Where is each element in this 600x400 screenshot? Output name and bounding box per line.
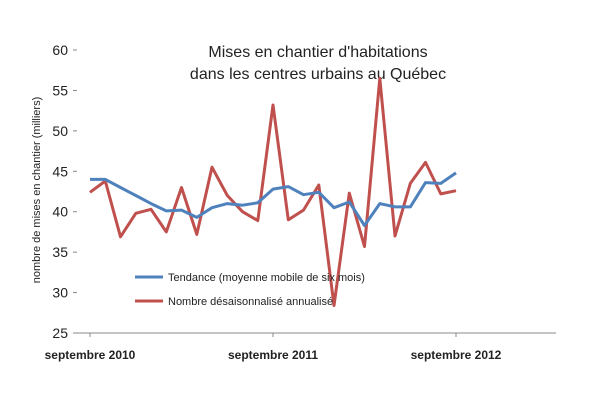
y-tick-label: 25: [52, 325, 68, 341]
y-tick-label: 60: [52, 42, 68, 58]
chart-title-line-2: dans les centres urbains au Québec: [190, 66, 446, 83]
y-tick-label: 45: [52, 163, 68, 179]
y-tick-label: 30: [52, 285, 68, 301]
x-tick-label: septembre 2010: [45, 348, 136, 362]
legend: Tendance (moyenne mobile de six mois) No…: [135, 272, 365, 308]
x-tick-label: septembre 2012: [411, 348, 502, 362]
legend-label-seasonal: Nombre désaisonnalisé annualisé: [168, 296, 333, 308]
chart-title: Mises en chantier d'habitations dans les…: [190, 44, 446, 83]
legend-label-trend: Tendance (moyenne mobile de six mois): [168, 272, 365, 284]
y-tick-label: 40: [52, 204, 68, 220]
x-axis-ticks: septembre 2010 septembre 2011 septembre 20…: [45, 333, 502, 362]
x-tick-label: septembre 2011: [228, 348, 318, 362]
y-tick-label: 55: [52, 82, 68, 98]
series-line-seasonal: [89, 76, 457, 307]
series-line-trend: [90, 171, 457, 227]
chart-title-line-1: Mises en chantier d'habitations: [208, 44, 427, 61]
y-axis-ticks: 25 30 35 40 45 50 55 60: [52, 42, 77, 341]
series-lines: [89, 76, 457, 307]
y-tick-label: 35: [52, 244, 68, 260]
y-tick-label: 50: [52, 123, 68, 139]
y-axis-label: nombre de mises en chantier (milliers): [31, 97, 43, 283]
